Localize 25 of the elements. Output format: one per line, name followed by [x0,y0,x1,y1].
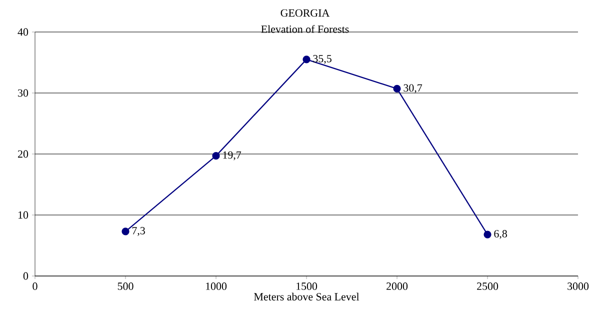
data-label: 35,5 [313,54,332,64]
x-tick-label: 2500 [477,282,498,290]
y-tick-label: 20 [18,150,28,158]
y-tick-label: 30 [18,89,28,97]
x-tick-label: 2000 [386,282,408,290]
x-tick-label: 500 [118,282,134,290]
point [484,230,492,238]
y-tick-label: 10 [18,211,28,219]
data-label: 19,7 [223,151,242,160]
y-tick-label: 0 [23,272,28,280]
x-axis-title: Meters above Sea Level [254,292,360,300]
data-label: 6,8 [494,230,507,240]
y-tick-label: 40 [18,28,28,36]
chart-subtitle: Elevation of Forests [261,25,349,33]
chart-title: GEORGIA [280,9,330,17]
point [302,56,310,64]
point [393,84,401,93]
point [212,152,220,160]
data-label: 30,7 [404,84,422,94]
point [122,228,130,236]
x-tick-label: 1500 [296,282,318,290]
x-tick-label: 1000 [206,282,227,290]
data-label: 7,3 [132,227,145,236]
x-tick-label: 0 [32,282,38,290]
x-tick-label: 3000 [568,282,589,290]
